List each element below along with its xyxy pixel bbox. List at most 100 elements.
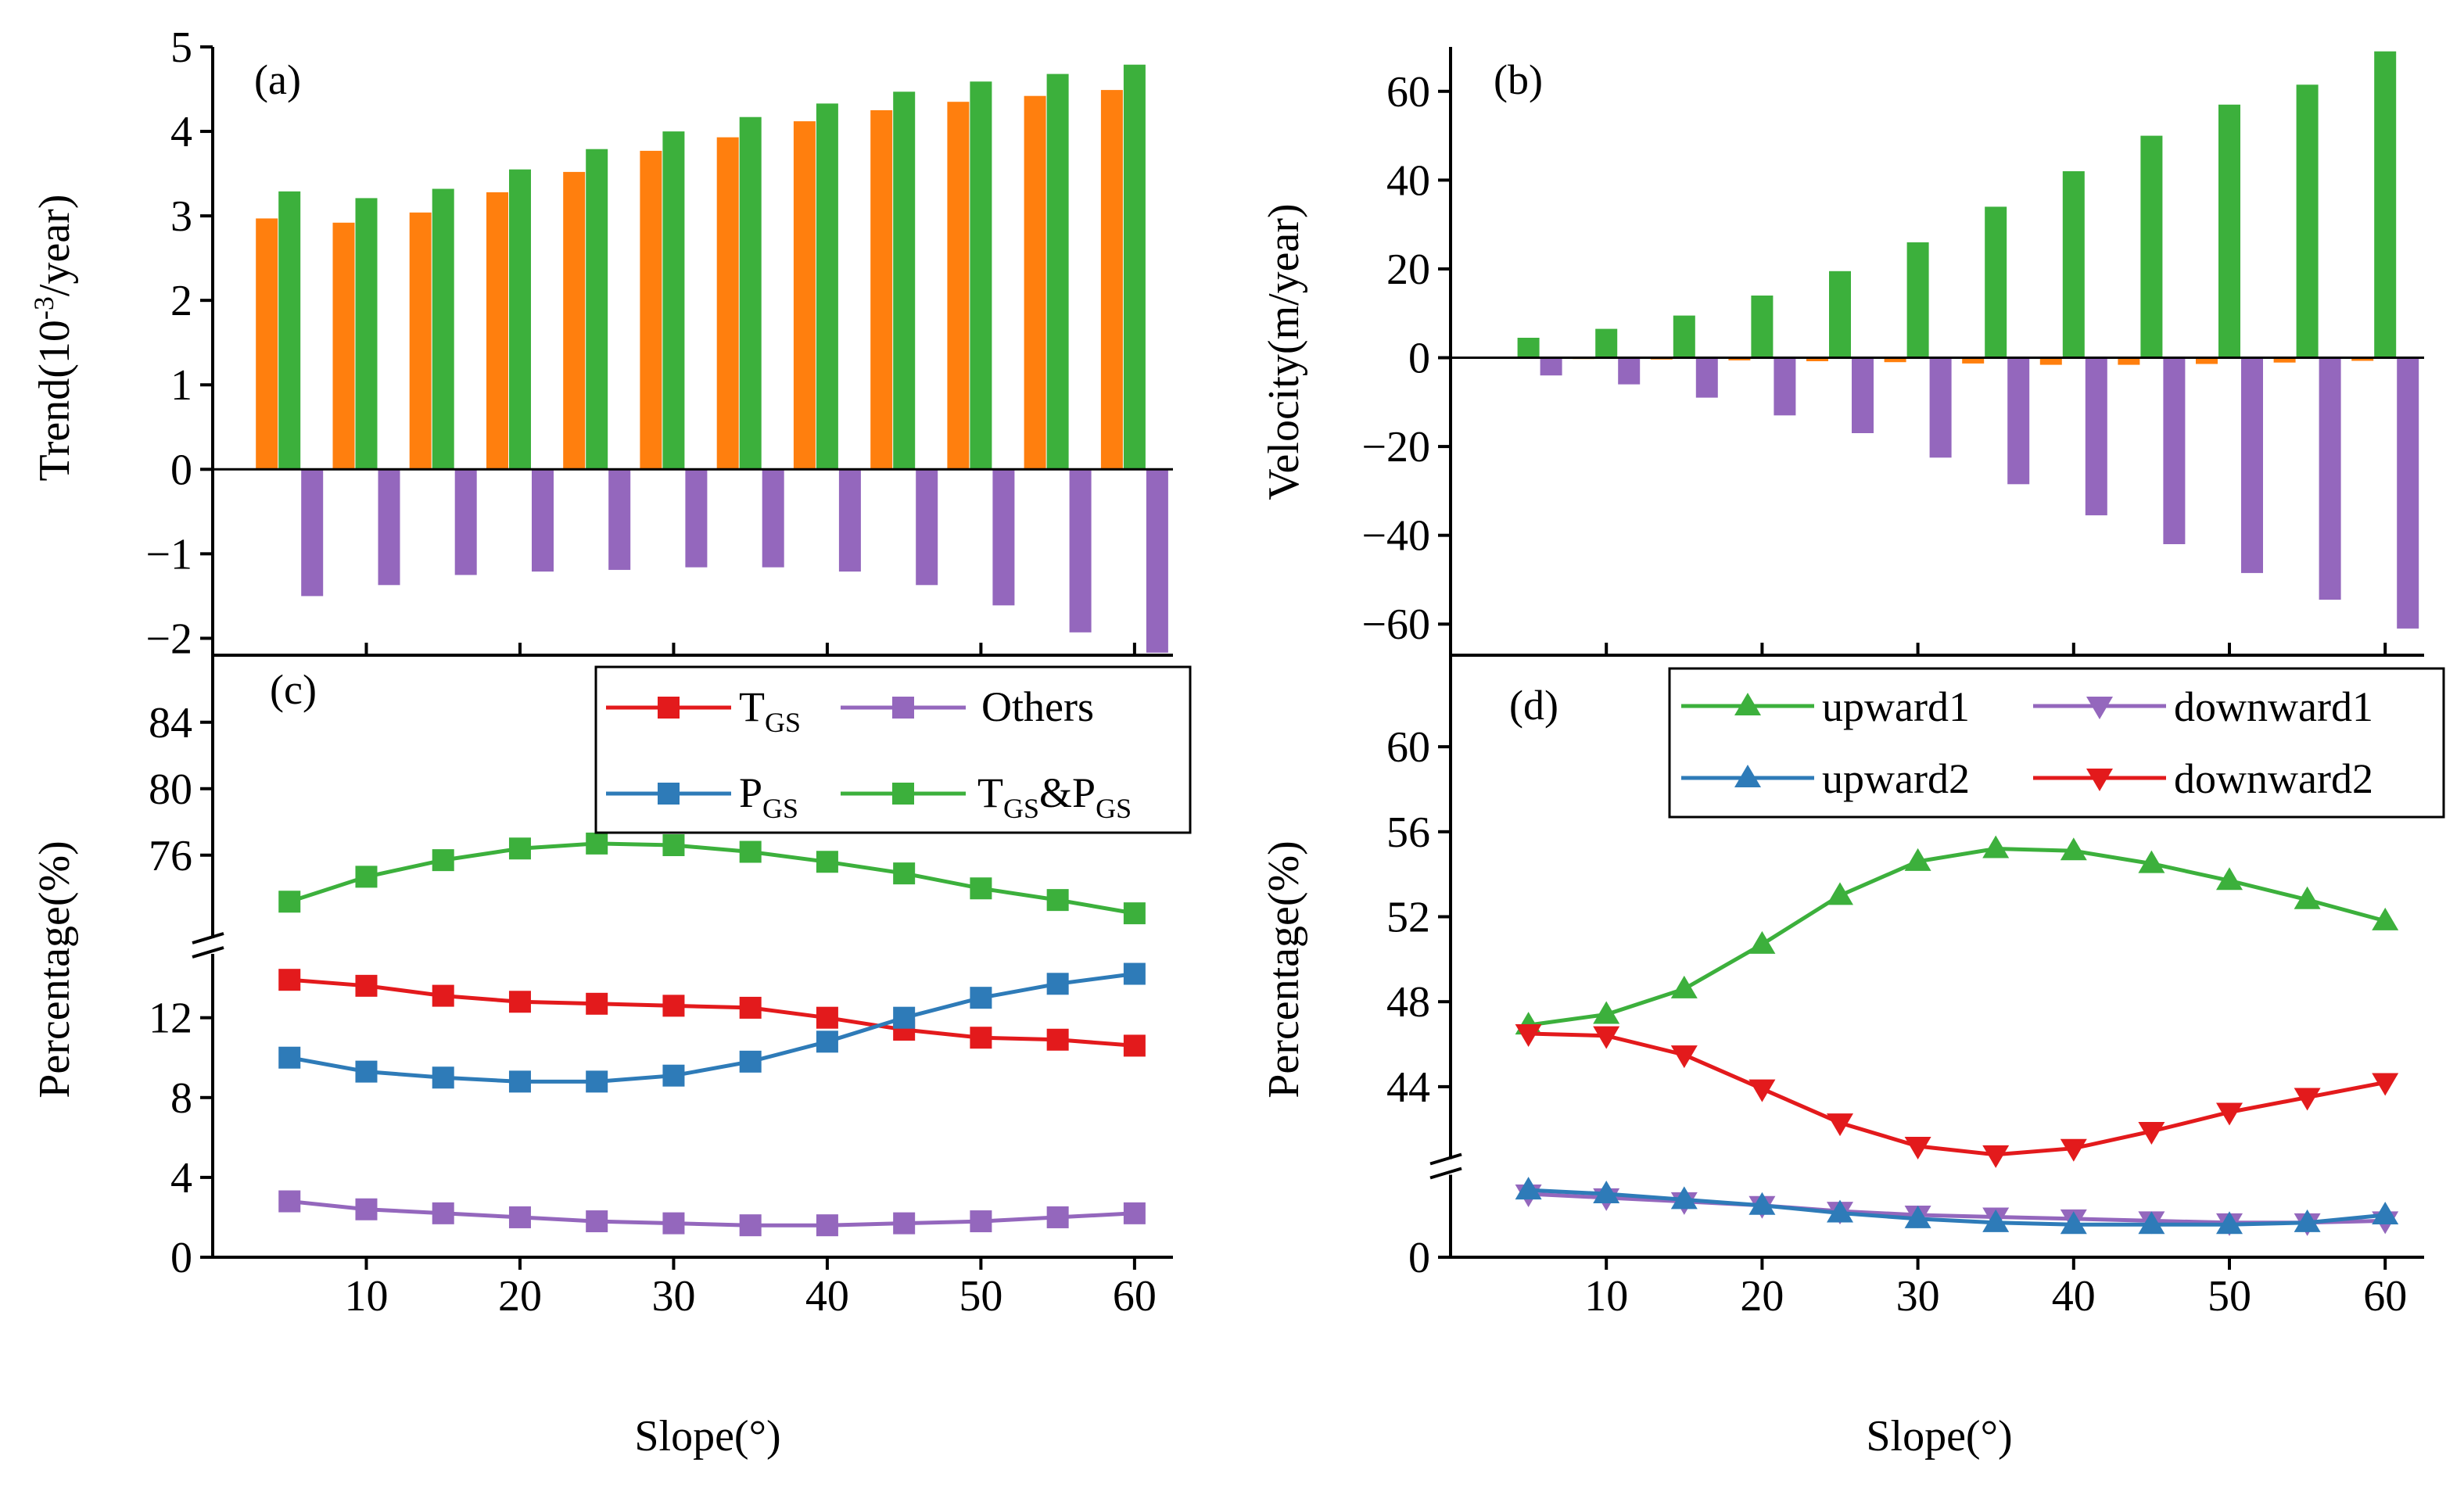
panel-a-ylabel-sup: -3 xyxy=(28,296,59,320)
panel-b-bar-s2-11 xyxy=(2397,357,2419,629)
panel-a-bar-s1-5 xyxy=(662,131,685,470)
panel-b-bar-s2-6 xyxy=(2007,357,2030,485)
panel-d-series-0-point-3 xyxy=(1748,930,1776,954)
panel-c-series-1-point-8 xyxy=(893,1006,916,1029)
panel-d-series-3-point-0 xyxy=(1515,1023,1542,1047)
legend-upward1-label: upward1 xyxy=(1822,683,1970,730)
panel-b-tag: (b) xyxy=(1494,56,1543,103)
panel-a-ytick-label: 2 xyxy=(170,277,192,325)
panel-d-series-0-point-7 xyxy=(2060,837,2087,861)
panel-d-series-3-point-6 xyxy=(1982,1145,2010,1168)
panel-a-tag: (a) xyxy=(254,56,301,103)
panel-c-series-0-point-11 xyxy=(1123,1034,1146,1057)
panel-a-bar-s2-6 xyxy=(762,469,784,568)
panel-d-ylabel: Percentage(%) xyxy=(1260,840,1308,1099)
panel-c-series-3-point-2 xyxy=(432,849,454,872)
panel-a-ytick-label: 4 xyxy=(170,108,192,156)
panel-d-series-3-point-7 xyxy=(2060,1138,2087,1162)
panel-a-ytick-label: −1 xyxy=(145,530,192,579)
panel-d-ytick-label: 52 xyxy=(1386,894,1430,942)
panel-d-series-2-point-5 xyxy=(1904,1205,1931,1228)
panel-a-bar-s0-3 xyxy=(486,192,508,470)
panel-d-xtick-label: 50 xyxy=(2208,1272,2251,1321)
panel-a-ylabel: Trend(10-3/year) xyxy=(28,195,79,482)
panel-b-ylabel: Velocity(m/year) xyxy=(1260,203,1308,500)
panel-c-ytick-label: 8 xyxy=(170,1074,192,1123)
panel-a-bar-s1-11 xyxy=(1123,64,1146,470)
panel-a-bar-s2-1 xyxy=(378,469,400,586)
panel-b-bar-s0-5 xyxy=(1884,357,1906,363)
legend-downward1-marker xyxy=(2086,697,2113,719)
legend-pgs-label: PGS xyxy=(739,769,798,824)
panel-c-xtick-label: 40 xyxy=(805,1272,849,1321)
panel-d-series-line-2 xyxy=(1528,1188,2386,1227)
panel-b-bar-s1-3 xyxy=(1751,296,1774,358)
panel-c-series-0-point-5 xyxy=(662,995,685,1017)
panel-b-bar-s1-4 xyxy=(1829,271,1851,358)
panel-c-series-0-point-3 xyxy=(508,991,531,1013)
panel-d-series-2-point-1 xyxy=(1593,1181,1620,1203)
legend-others-label: Others xyxy=(981,683,1094,730)
legend-pgs-marker xyxy=(658,783,680,805)
panel-a-bar-s1-9 xyxy=(970,81,992,470)
panel-c-series-2-point-3 xyxy=(508,1206,531,1228)
legend-downward2-marker xyxy=(2086,769,2113,791)
panel-d-series-0-point-6 xyxy=(1982,835,2010,858)
panel-c-series-0-point-4 xyxy=(586,992,608,1015)
panel-c-ytick-label: 76 xyxy=(149,832,192,880)
panel-a-bar-s2-11 xyxy=(1146,469,1168,653)
panel-c-series-3-point-6 xyxy=(739,840,762,863)
panel-c-xtick-label: 30 xyxy=(651,1272,695,1321)
panel-c-ylabel: Percentage(%) xyxy=(30,840,79,1099)
panel-c-axis-break-mark xyxy=(192,932,224,944)
panel-c-series-3-point-4 xyxy=(586,832,608,855)
panel-d-xtick-label: 10 xyxy=(1584,1272,1628,1321)
panel-d-series-3-point-9 xyxy=(2216,1102,2243,1126)
legend-upward2-label: upward2 xyxy=(1822,755,1970,802)
panel-b-bar-s1-8 xyxy=(2140,135,2163,358)
panel-a-bar-s1-3 xyxy=(509,169,531,470)
panel-c-series-1-point-0 xyxy=(278,1046,301,1069)
panel-a-bar-s1-6 xyxy=(739,116,762,470)
panel-c-series-0-point-2 xyxy=(432,984,454,1007)
panel-c-series-1-point-3 xyxy=(508,1070,531,1093)
legend-downward2-label: downward2 xyxy=(2174,755,2373,802)
panel-c-ytick-label: 84 xyxy=(149,699,192,747)
panel-d-series-2-point-2 xyxy=(1670,1186,1698,1210)
panel-c-series-3-point-8 xyxy=(893,862,916,885)
panel-b-bar-s1-10 xyxy=(2296,84,2319,358)
panel-d-series-3-point-3 xyxy=(1748,1079,1776,1102)
panel-d-ytick-label: 0 xyxy=(1408,1234,1430,1282)
panel-b-bar-s0-4 xyxy=(1806,357,1828,361)
panel-b-bar-s2-9 xyxy=(2241,357,2263,573)
panel-b-bar-s0-10 xyxy=(2273,357,2296,363)
panel-a-ytick-label: 1 xyxy=(170,361,192,410)
panel-b-bar-s1-0 xyxy=(1517,338,1540,358)
panel-d-ytick-label: 44 xyxy=(1386,1063,1430,1112)
panel-c-series-1-point-1 xyxy=(355,1060,378,1083)
panel-b-bar-s1-5 xyxy=(1906,242,1929,358)
panel-d-series-3-point-11 xyxy=(2372,1073,2399,1096)
panel-b-bar-s1-11 xyxy=(2374,51,2397,358)
panel-d-series-3-point-4 xyxy=(1827,1113,1853,1137)
panel-b-bar-s0-11 xyxy=(2351,357,2374,361)
panel-c-series-line-3 xyxy=(289,841,1135,916)
panel-a-bar-s2-10 xyxy=(1069,469,1092,633)
panel-d-series-0-point-10 xyxy=(2294,886,2321,909)
panel-b-bar-s0-8 xyxy=(2118,357,2140,365)
panel-d-series-0-point-5 xyxy=(1904,848,1931,871)
panel-a-bar-s0-1 xyxy=(332,222,355,470)
panel-b-ytick-label: 60 xyxy=(1386,68,1430,116)
panel-b-bar-s2-1 xyxy=(1618,357,1641,385)
panel-a-ytick-label: 3 xyxy=(170,192,192,241)
panel-c-series-3-point-9 xyxy=(970,877,992,900)
panel-c-tag: (c) xyxy=(270,666,317,713)
panel-c-xtick-label: 50 xyxy=(959,1272,1002,1321)
panel-d-series-2-point-6 xyxy=(1982,1209,2010,1232)
panel-a-bar-s0-8 xyxy=(870,110,893,470)
panel-c-series-0-point-1 xyxy=(355,974,378,997)
panel-a-bar-s2-9 xyxy=(992,469,1015,606)
legend-both-marker xyxy=(892,783,914,805)
panel-b-bar-s2-3 xyxy=(1774,357,1796,416)
panel-d-series-2-point-3 xyxy=(1748,1192,1776,1215)
